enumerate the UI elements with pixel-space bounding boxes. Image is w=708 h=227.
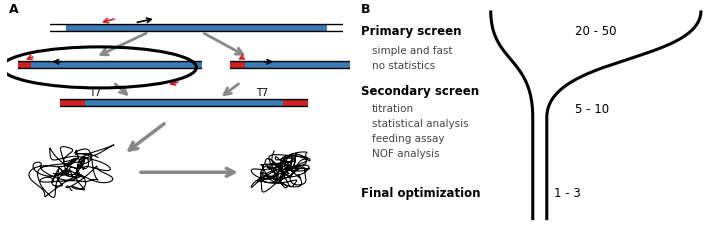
Text: NOF analysis: NOF analysis (372, 148, 439, 158)
Text: no statistics: no statistics (372, 61, 435, 71)
Text: 1 - 3: 1 - 3 (554, 186, 581, 200)
Text: statistical analysis: statistical analysis (372, 119, 468, 129)
Text: 20 - 50: 20 - 50 (575, 25, 617, 38)
Text: simple and fast: simple and fast (372, 46, 452, 56)
Text: 5 - 10: 5 - 10 (575, 102, 609, 116)
Text: T7: T7 (89, 88, 102, 98)
Text: B: B (361, 3, 370, 16)
Text: T7: T7 (256, 88, 268, 98)
Text: Final optimization: Final optimization (361, 186, 481, 200)
Text: A: A (8, 3, 18, 16)
Text: Primary screen: Primary screen (361, 25, 462, 38)
Text: titration: titration (372, 104, 413, 114)
Text: Secondary screen: Secondary screen (361, 84, 479, 97)
Text: feeding assay: feeding assay (372, 133, 444, 143)
